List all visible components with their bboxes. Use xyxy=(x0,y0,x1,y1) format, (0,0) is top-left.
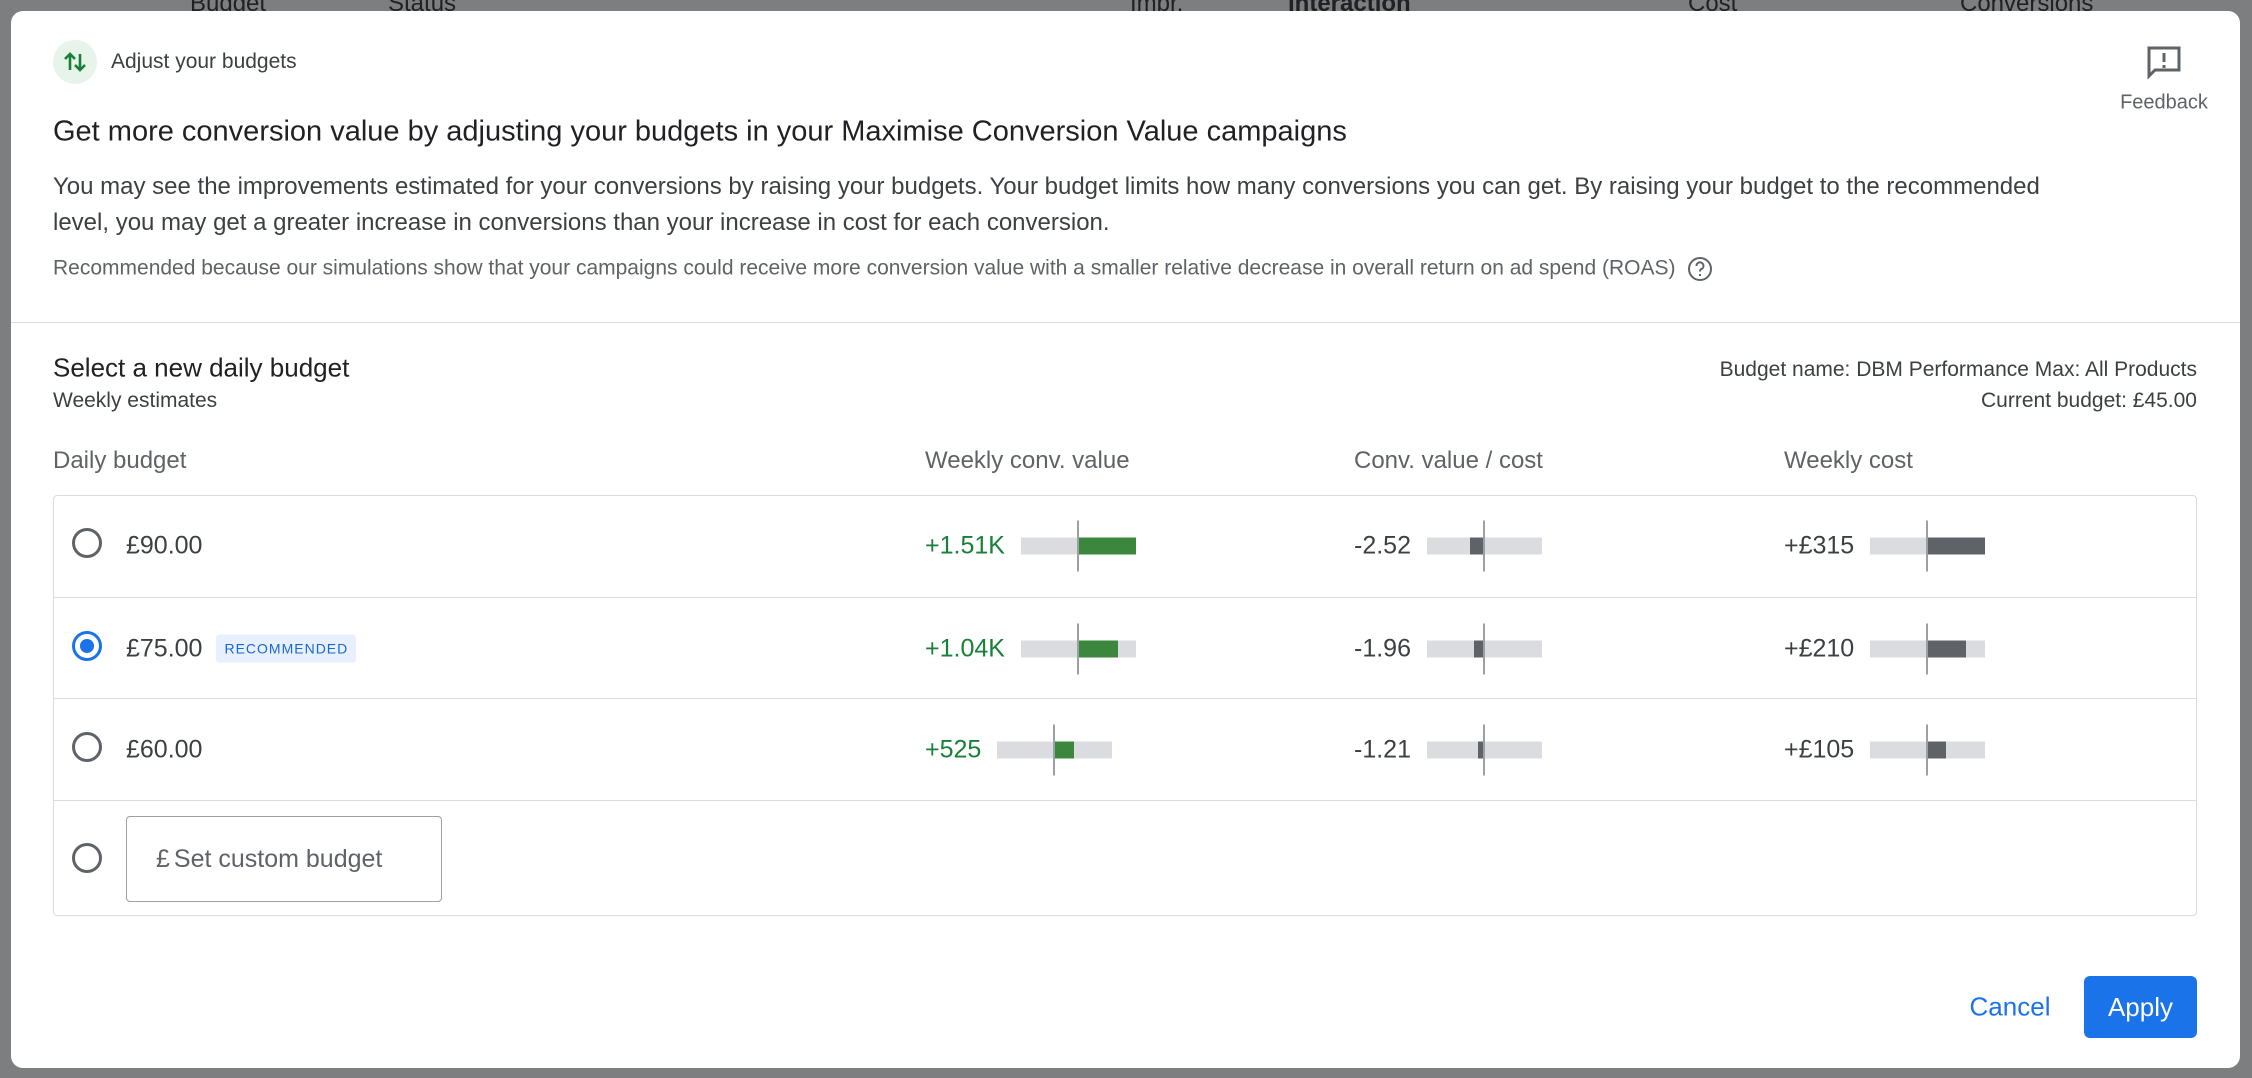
placeholder: Set custom budget xyxy=(173,844,383,873)
bar xyxy=(1870,520,1986,571)
budget-row[interactable]: £75.00 RECOMMENDED +1.04K -1.96 +£210 xyxy=(53,597,2197,699)
column-header: Daily budget xyxy=(53,447,187,474)
budget: £60.00 xyxy=(126,735,203,763)
weekly-cost: +£105 xyxy=(1784,724,1986,775)
recommended-badge: RECOMMENDED xyxy=(216,634,357,663)
budget-row[interactable]: £60.00 +525 -1.21 +£105 xyxy=(53,698,2197,800)
feedback[interactable]: Feedback xyxy=(2120,91,2208,114)
conv-value: +525 xyxy=(925,724,1113,775)
value: -2.52 xyxy=(1354,531,1411,559)
radio[interactable] xyxy=(72,843,102,873)
cancel-button[interactable]: Cancel xyxy=(1969,991,2051,1022)
bar xyxy=(1870,724,1986,775)
bar xyxy=(1426,520,1542,571)
bar xyxy=(997,724,1113,775)
currency: £ xyxy=(156,844,170,873)
feedback-icon[interactable] xyxy=(2144,43,2184,83)
value-cost: -1.21 xyxy=(1354,724,1542,775)
header-icon xyxy=(53,40,97,84)
section-subtitle: Weekly estimates xyxy=(53,389,218,412)
current-budget: Current budget: £45.00 xyxy=(1981,389,2197,412)
weekly-cost: +£210 xyxy=(1784,623,1986,674)
header-title: Adjust your budgets xyxy=(111,50,297,73)
budget-name: Budget name: DBM Performance Max: All Pr… xyxy=(1719,358,2197,381)
apply-button[interactable]: Apply xyxy=(2084,976,2197,1038)
value: +525 xyxy=(925,735,982,763)
conv-value: +1.04K xyxy=(925,623,1136,674)
conv-value: +1.51K xyxy=(925,520,1136,571)
column-header: Conv. value / cost xyxy=(1354,447,1543,474)
budget-row[interactable]: £90.00 +1.51K -2.52 +£315 xyxy=(53,495,2197,596)
value: +£210 xyxy=(1784,634,1855,662)
custom-input[interactable]: £ Set custom budget xyxy=(126,816,442,902)
bar xyxy=(1426,724,1542,775)
column-header: Weekly cost xyxy=(1784,447,1913,474)
bar xyxy=(1870,623,1986,674)
value: -1.21 xyxy=(1354,735,1411,763)
value: +£105 xyxy=(1784,735,1855,763)
dialog: Adjust your budgets Feedback Get more co… xyxy=(11,11,2240,1068)
budget: £90.00 xyxy=(126,531,203,559)
divider xyxy=(11,322,2240,323)
title: Get more conversion value by adjusting y… xyxy=(53,115,1347,148)
bar xyxy=(1020,623,1136,674)
bar xyxy=(1426,623,1542,674)
section-title: Select a new daily budget xyxy=(53,352,350,383)
radio[interactable] xyxy=(72,732,102,762)
radio[interactable] xyxy=(72,631,102,661)
table xyxy=(53,495,2197,916)
reason-text: Recommended because our simulations show… xyxy=(53,256,1676,280)
reason: Recommended because our simulations show… xyxy=(53,256,1713,282)
value: +1.51K xyxy=(925,531,1005,559)
value: -1.96 xyxy=(1354,634,1411,662)
value-cost: -1.96 xyxy=(1354,623,1542,674)
value: +£315 xyxy=(1784,531,1855,559)
value: £75.00 xyxy=(126,634,203,662)
value-cost: -2.52 xyxy=(1354,520,1542,571)
weekly-cost: +£315 xyxy=(1784,520,1986,571)
help-icon[interactable] xyxy=(1687,256,1713,282)
budget: £75.00 RECOMMENDED xyxy=(126,634,357,663)
description: You may see the improvements estimated f… xyxy=(53,173,2040,236)
radio[interactable] xyxy=(72,528,102,558)
custom-row[interactable]: £ Set custom budget xyxy=(53,800,2197,916)
column-header: Weekly conv. value xyxy=(925,447,1130,474)
bar xyxy=(1020,520,1136,571)
value: +1.04K xyxy=(925,634,1005,662)
